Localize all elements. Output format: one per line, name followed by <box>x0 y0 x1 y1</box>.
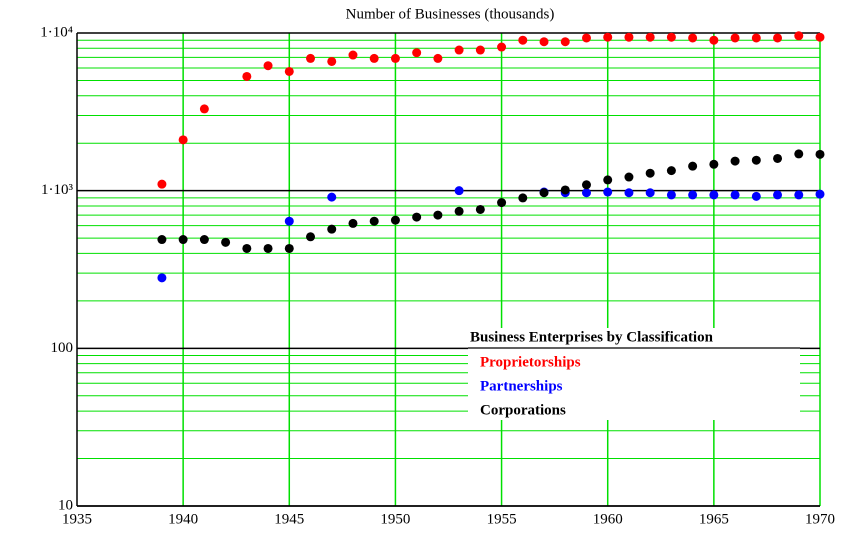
data-point <box>730 190 740 200</box>
data-point <box>815 189 825 199</box>
data-point <box>624 172 634 182</box>
data-point <box>178 135 188 145</box>
data-point <box>815 32 825 42</box>
data-point <box>560 185 570 195</box>
y-tick-label: 100 <box>51 340 74 356</box>
data-point <box>497 198 507 208</box>
data-point <box>539 37 549 47</box>
data-point <box>666 32 676 42</box>
data-point <box>263 61 273 71</box>
data-point <box>773 190 783 200</box>
data-point <box>475 204 485 214</box>
data-point <box>199 235 209 245</box>
legend-label: Proprietorships <box>480 354 581 370</box>
data-point <box>624 188 634 198</box>
data-point <box>284 243 294 253</box>
data-point <box>666 190 676 200</box>
data-point <box>794 149 804 159</box>
x-tick-label: 1960 <box>593 511 623 527</box>
data-point <box>645 168 655 178</box>
data-point <box>199 104 209 114</box>
data-point <box>518 35 528 45</box>
y-tick-label: 10 <box>58 497 73 513</box>
data-point <box>730 33 740 43</box>
data-point <box>242 243 252 253</box>
data-point <box>454 206 464 216</box>
data-point <box>369 216 379 226</box>
data-point <box>327 224 337 234</box>
data-point <box>284 66 294 76</box>
x-tick-label: 1950 <box>380 511 410 527</box>
data-point <box>284 216 294 226</box>
data-point <box>412 48 422 58</box>
data-point <box>433 53 443 63</box>
x-tick-label: 1970 <box>805 511 835 527</box>
data-point <box>815 149 825 159</box>
data-point <box>518 193 528 203</box>
data-point <box>666 166 676 176</box>
x-tick-label: 1955 <box>487 511 517 527</box>
data-point <box>369 53 379 63</box>
y-tick-label: 1·10³ <box>41 182 73 198</box>
data-point <box>433 210 443 220</box>
legend-title: Business Enterprises by Classification <box>470 329 714 345</box>
data-point <box>773 33 783 43</box>
data-point <box>794 190 804 200</box>
y-tick-label: 1·10⁴ <box>40 24 73 40</box>
data-point <box>624 32 634 42</box>
data-point <box>751 155 761 165</box>
data-point <box>157 179 167 189</box>
data-point <box>751 191 761 201</box>
data-point <box>560 37 570 47</box>
data-point <box>157 273 167 283</box>
data-point <box>390 215 400 225</box>
data-point <box>581 180 591 190</box>
data-point <box>157 235 167 245</box>
data-point <box>603 32 613 42</box>
x-tick-label: 1945 <box>274 511 304 527</box>
data-point <box>348 218 358 228</box>
legend-box <box>468 328 800 420</box>
data-point <box>688 190 698 200</box>
x-tick-label: 1940 <box>168 511 198 527</box>
data-point <box>348 50 358 60</box>
data-point <box>603 187 613 197</box>
data-point <box>306 53 316 63</box>
x-tick-label: 1935 <box>62 511 92 527</box>
data-point <box>581 33 591 43</box>
data-point <box>412 212 422 222</box>
data-point <box>688 33 698 43</box>
data-point <box>751 33 761 43</box>
data-point <box>327 56 337 66</box>
data-point <box>794 31 804 41</box>
data-point <box>454 186 464 196</box>
data-point <box>390 53 400 63</box>
data-point <box>709 159 719 169</box>
data-point <box>242 71 252 81</box>
data-point <box>306 232 316 242</box>
data-point <box>221 237 231 247</box>
data-point <box>709 190 719 200</box>
data-point <box>730 156 740 166</box>
data-point <box>454 45 464 55</box>
chart-title: Number of Businesses (thousands) <box>346 6 555 22</box>
data-point <box>773 153 783 163</box>
legend-label: Partnerships <box>480 378 563 394</box>
data-point <box>709 35 719 45</box>
data-point <box>603 175 613 185</box>
data-point <box>539 188 549 198</box>
data-point <box>263 243 273 253</box>
data-point <box>178 235 188 245</box>
data-point <box>475 45 485 55</box>
data-point <box>688 161 698 171</box>
data-point <box>645 188 655 198</box>
data-point <box>581 188 591 198</box>
x-tick-label: 1965 <box>699 511 729 527</box>
legend-label: Corporations <box>480 402 566 418</box>
data-point <box>497 42 507 52</box>
data-point <box>645 32 655 42</box>
data-point <box>327 192 337 202</box>
